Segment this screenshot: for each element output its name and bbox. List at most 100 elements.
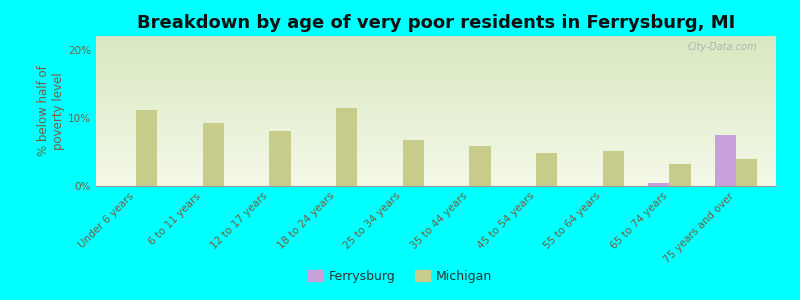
- Bar: [96, 133, 776, 134]
- Bar: [96, 116, 776, 117]
- Bar: [96, 73, 776, 74]
- Bar: [96, 79, 776, 80]
- Bar: [96, 117, 776, 118]
- Bar: [96, 93, 776, 94]
- Bar: [96, 104, 776, 105]
- Bar: [96, 90, 776, 91]
- Bar: [96, 42, 776, 43]
- Bar: [96, 165, 776, 166]
- Bar: [96, 60, 776, 61]
- Bar: [96, 39, 776, 40]
- Bar: [96, 134, 776, 135]
- Bar: [96, 45, 776, 46]
- Bar: [96, 144, 776, 145]
- Bar: [96, 44, 776, 45]
- Bar: [96, 128, 776, 129]
- Bar: [96, 112, 776, 113]
- Bar: [96, 145, 776, 146]
- Bar: [96, 136, 776, 137]
- Bar: [96, 114, 776, 115]
- Bar: [96, 175, 776, 176]
- Bar: [402, 140, 424, 186]
- Legend: Ferrysburg, Michigan: Ferrysburg, Michigan: [303, 265, 497, 288]
- Y-axis label: % below half of
poverty level: % below half of poverty level: [38, 66, 66, 156]
- Bar: [96, 122, 776, 123]
- Bar: [96, 152, 776, 153]
- Bar: [96, 180, 776, 181]
- Bar: [96, 158, 776, 159]
- Bar: [96, 115, 776, 116]
- Bar: [96, 74, 776, 75]
- Bar: [96, 41, 776, 42]
- Bar: [96, 160, 776, 161]
- Bar: [202, 123, 224, 186]
- Bar: [96, 97, 776, 98]
- Bar: [96, 173, 776, 174]
- Bar: [96, 129, 776, 130]
- Bar: [96, 148, 776, 149]
- Bar: [96, 157, 776, 158]
- Bar: [96, 183, 776, 184]
- Bar: [96, 100, 776, 101]
- Bar: [96, 51, 776, 52]
- Bar: [96, 123, 776, 124]
- Bar: [96, 56, 776, 57]
- Bar: [96, 106, 776, 107]
- Bar: [96, 99, 776, 100]
- Bar: [96, 40, 776, 41]
- Bar: [96, 111, 776, 112]
- Bar: [96, 143, 776, 144]
- Bar: [96, 36, 776, 37]
- Bar: [96, 101, 776, 102]
- Bar: [96, 124, 776, 125]
- Bar: [96, 164, 776, 165]
- Bar: [96, 120, 776, 121]
- Bar: [96, 174, 776, 175]
- Bar: [96, 81, 776, 82]
- Bar: [96, 135, 776, 136]
- Bar: [96, 176, 776, 177]
- Bar: [96, 163, 776, 164]
- Bar: [96, 108, 776, 109]
- Bar: [96, 76, 776, 77]
- Bar: [96, 130, 776, 131]
- Bar: [96, 84, 776, 85]
- Bar: [96, 172, 776, 173]
- Bar: [96, 88, 776, 89]
- Bar: [96, 132, 776, 133]
- Bar: [96, 154, 776, 155]
- Bar: [96, 171, 776, 172]
- Bar: [96, 98, 776, 99]
- Bar: [670, 164, 690, 186]
- Bar: [96, 184, 776, 185]
- Bar: [96, 118, 776, 119]
- Bar: [96, 146, 776, 147]
- Bar: [96, 155, 776, 156]
- Bar: [96, 131, 776, 132]
- Bar: [96, 125, 776, 126]
- Bar: [96, 95, 776, 96]
- Bar: [96, 80, 776, 81]
- Bar: [336, 108, 358, 186]
- Bar: [96, 70, 776, 71]
- Bar: [96, 161, 776, 162]
- Bar: [96, 61, 776, 62]
- Bar: [714, 135, 736, 186]
- Bar: [96, 91, 776, 92]
- Bar: [96, 110, 776, 111]
- Bar: [96, 89, 776, 90]
- Bar: [136, 110, 158, 186]
- Bar: [96, 113, 776, 114]
- Bar: [736, 159, 758, 186]
- Bar: [96, 109, 776, 110]
- Bar: [96, 170, 776, 171]
- Bar: [96, 87, 776, 88]
- Bar: [96, 54, 776, 55]
- Bar: [96, 77, 776, 78]
- Bar: [536, 153, 558, 186]
- Bar: [96, 69, 776, 70]
- Bar: [96, 185, 776, 186]
- Bar: [96, 65, 776, 66]
- Bar: [96, 156, 776, 157]
- Bar: [96, 102, 776, 103]
